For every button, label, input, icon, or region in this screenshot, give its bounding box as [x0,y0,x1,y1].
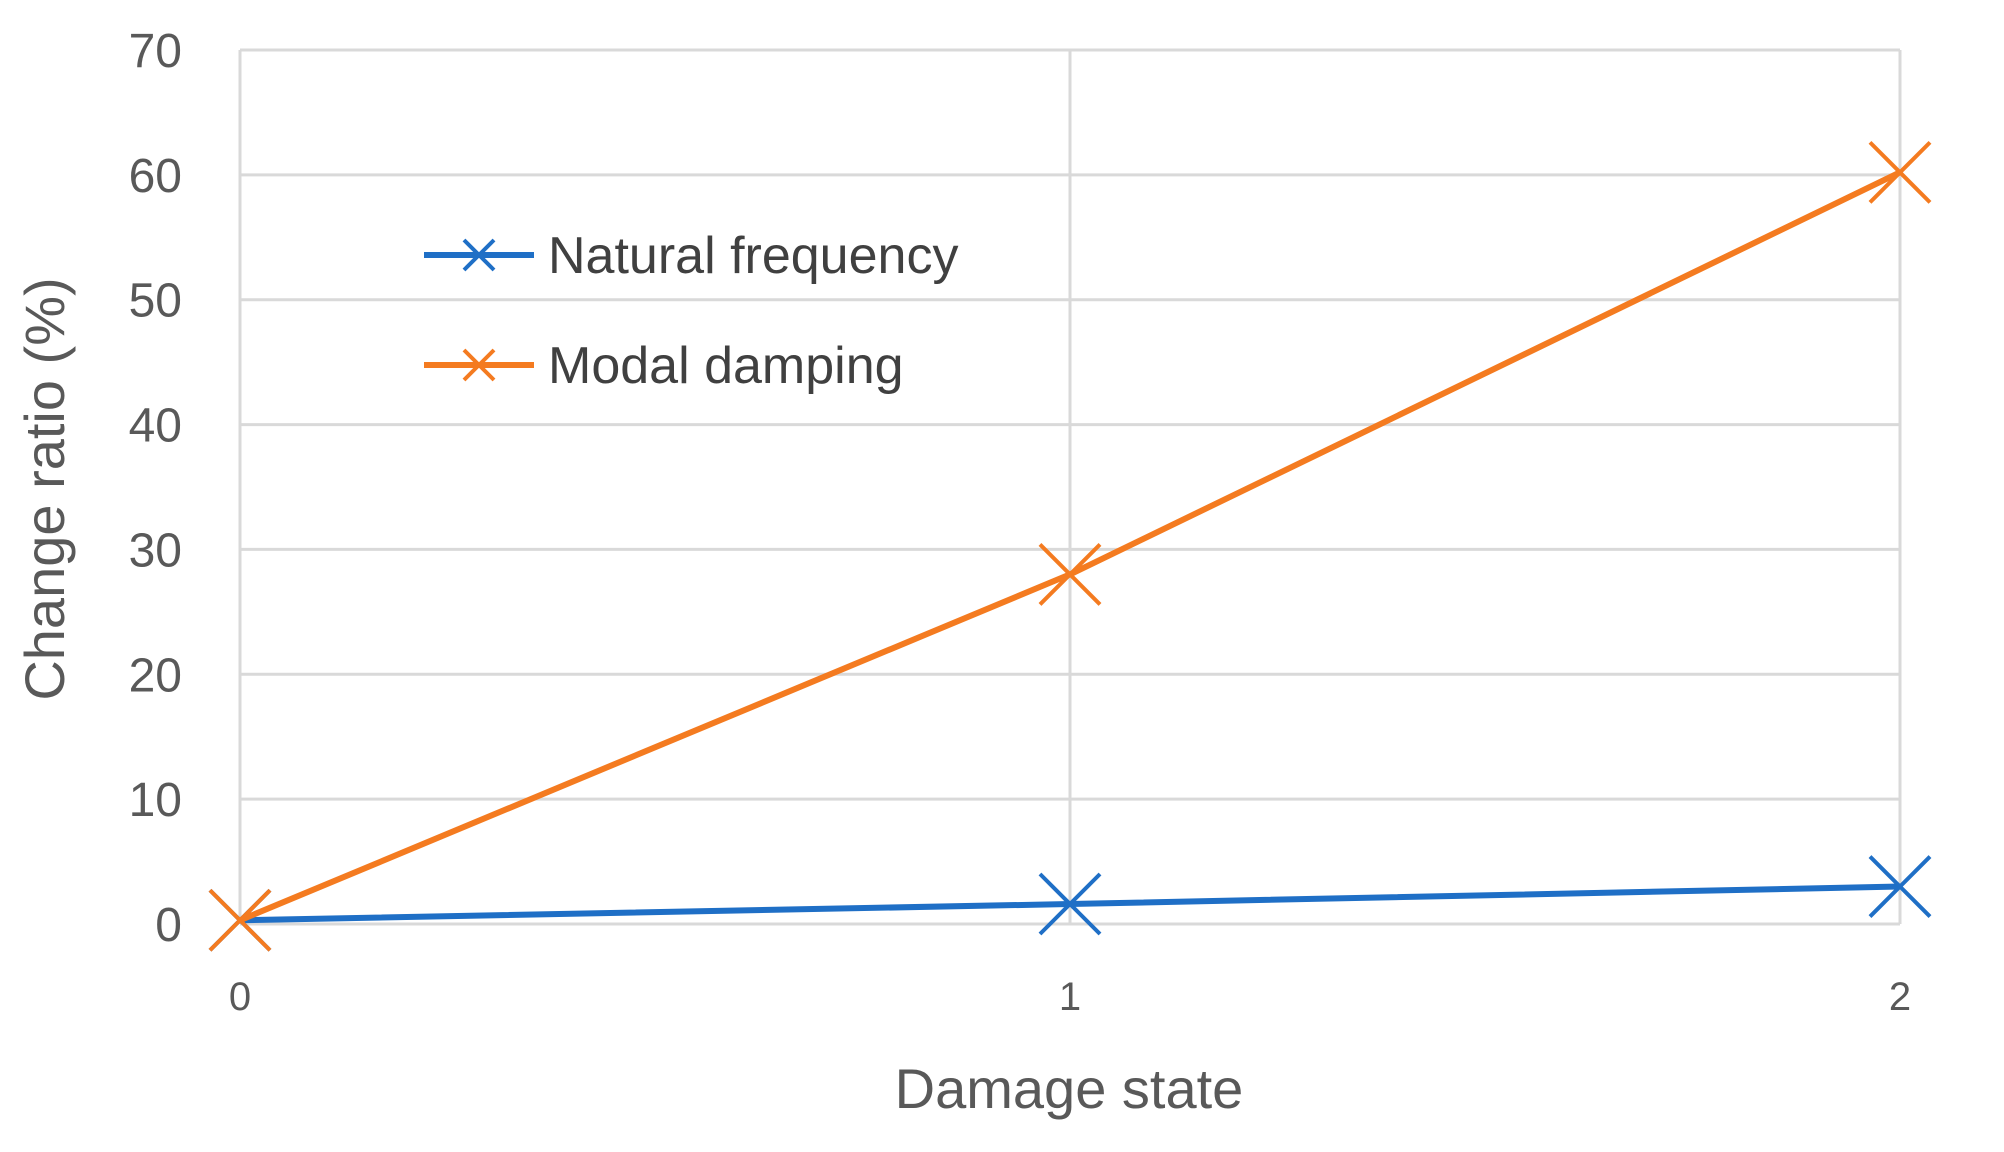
data-point-marker [1868,140,1932,204]
data-point-marker [208,888,272,952]
y-tick-label: 70 [129,25,182,78]
legend-item-1: Modal damping [424,337,904,395]
data-point-marker [1038,872,1102,936]
legend-marker [462,238,496,272]
data-point-marker [1038,542,1102,606]
legend-label: Modal damping [548,337,904,395]
legend: Natural frequency Modal damping [424,227,958,395]
y-tick-label: 40 [129,400,182,453]
x-tick-label: 0 [229,975,251,1019]
y-tick-label: 60 [129,150,182,203]
legend-label: Natural frequency [548,227,958,285]
x-tick-label: 1 [1059,975,1081,1019]
y-tick-label: 20 [129,649,182,702]
series-lines [208,140,1932,952]
legend-marker [462,348,496,382]
x-axis-title: Damage state [895,1057,1244,1120]
y-tick-label: 30 [129,524,182,577]
grid [238,48,1902,926]
y-tick-label: 0 [155,899,182,952]
y-tick-label: 50 [129,275,182,328]
y-axis-title: Change ratio (%) [13,277,76,700]
y-axis-ticks: 0 10 20 30 40 50 60 70 [129,25,182,952]
series-1 [208,140,1932,952]
legend-item-0: Natural frequency [424,227,958,285]
y-tick-label: 10 [129,774,182,827]
x-tick-label: 2 [1889,975,1911,1019]
x-axis-ticks: 0 1 2 [229,975,1911,1019]
data-point-marker [1868,855,1932,918]
